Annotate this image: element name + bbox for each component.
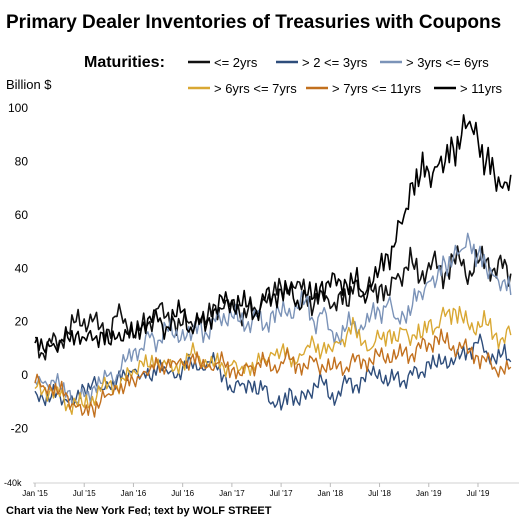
x-tick-label: Jan '18 [318,489,344,498]
x-tick-label: Jul '19 [467,489,490,498]
y-tick-label: 20 [15,315,29,329]
legend-label-gt-11yrs: > 11yrs [460,81,503,96]
series-line-4 [34,328,512,418]
x-tick-label: Jul '16 [171,489,194,498]
x-tick-label: Jul '17 [270,489,293,498]
y-ticks: 100 80 60 40 20 0 -20 -40k [4,101,28,488]
y-tick-label: 80 [15,154,29,168]
legend: <= 2yrs > 2 <= 3yrs > 3yrs <= 6yrs > 6yr… [188,55,503,96]
y-tick-label: 60 [15,208,29,222]
series-line-2 [34,232,512,405]
x-tick-label: Jan '15 [22,489,48,498]
legend-label-3-6yrs: > 3yrs <= 6yrs [406,55,489,70]
x-tick-label: Jul '18 [368,489,391,498]
series-line-1 [34,333,512,411]
legend-label-le-2yrs: <= 2yrs [214,55,258,70]
legend-label-2-3yrs: > 2 <= 3yrs [302,55,368,70]
y-tick-label: 40 [15,261,29,275]
legend-label-6-7yrs: > 6yrs <= 7yrs [214,81,297,96]
x-tick-label: Jul '15 [73,489,96,498]
y-axis-label: Billion $ [6,77,52,92]
legend-title: Maturities: [84,54,165,71]
legend-label-7-11yrs: > 7yrs <= 11yrs [332,81,421,96]
series-line-5 [34,114,512,354]
y-tick-label: 0 [21,368,28,382]
y-tick-label: -40k [4,478,22,488]
series-lines [34,114,512,418]
x-tick-label: Jan '19 [416,489,442,498]
y-tick-label: -20 [11,422,29,436]
y-tick-label: 100 [8,101,28,115]
series-line-3 [34,305,512,415]
chart-title: Primary Dealer Inventories of Treasuries… [6,12,501,33]
x-tick-label: Jan '17 [219,489,245,498]
x-ticks: Jan '15 Jul '15 Jan '16 Jul '16 Jan '17 Jul '… [22,483,490,498]
x-tick-label: Jan '16 [121,489,147,498]
source-note: Chart via the New York Fed; text by WOLF… [6,505,272,517]
